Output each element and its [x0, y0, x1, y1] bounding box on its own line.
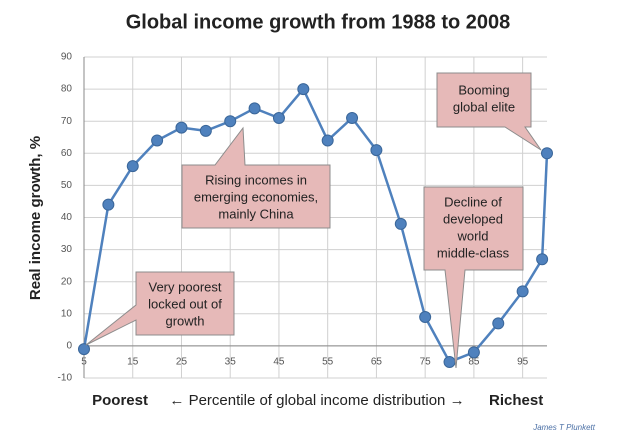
annotation: world [456, 228, 488, 243]
x-tick-label: 15 [127, 357, 139, 368]
x-tick-label: 45 [273, 357, 285, 368]
data-point [78, 343, 90, 356]
y-tick-label: 90 [61, 52, 73, 63]
callout [423, 186, 524, 369]
data-point [199, 124, 212, 137]
chart-title: Global income growth from 1988 to 2008 [126, 11, 511, 33]
x-tick-label: 25 [176, 357, 188, 368]
data-point [126, 160, 139, 173]
data-point [175, 121, 188, 134]
x-tick-label: 75 [420, 357, 432, 368]
data-point [248, 102, 261, 115]
annotation: Very poorest [149, 279, 222, 294]
y-tick-label: -10 [58, 373, 73, 384]
annotation: growth [165, 313, 204, 328]
x-axis-label: ← Percentile of global income distributi… [169, 392, 464, 409]
annotation: developed [443, 211, 503, 226]
y-tick-label: 60 [61, 148, 73, 159]
data-point [541, 147, 553, 160]
x-tick-label: 35 [225, 357, 237, 368]
y-tick-label: 70 [61, 116, 73, 127]
data-point [536, 253, 549, 266]
annotation: emerging economies, [194, 189, 318, 204]
y-tick-label: 30 [61, 244, 73, 255]
callout [181, 126, 331, 229]
credit: James T Plunkett [532, 423, 596, 432]
x-tick-label: 55 [322, 357, 334, 368]
data-point [224, 115, 237, 128]
y-tick-label: 0 [66, 341, 72, 352]
data-point [516, 285, 529, 298]
annotation: mainly China [218, 206, 294, 221]
annotation: locked out of [148, 296, 222, 311]
data-point [370, 144, 383, 157]
y-tick-label: 50 [61, 180, 73, 191]
data-point [419, 311, 432, 324]
y-tick-label: 20 [61, 276, 73, 287]
annotation: Booming [458, 82, 509, 97]
annotation: Rising incomes in [205, 172, 307, 187]
data-point [346, 111, 359, 124]
data-point [272, 111, 285, 124]
y-axis-label: Real income growth, % [27, 136, 44, 300]
data-point [394, 217, 407, 230]
data-point [443, 355, 456, 368]
data-point [321, 134, 334, 147]
annotation: middle-class [437, 245, 510, 260]
y-tick-label: 80 [61, 84, 73, 95]
y-tick-label: 10 [61, 308, 73, 319]
annotation: global elite [453, 99, 515, 114]
annotation: Decline of [444, 194, 502, 209]
data-point [151, 134, 164, 147]
callout [85, 271, 235, 346]
data-point [297, 83, 310, 96]
x-tick-label: 85 [468, 357, 480, 368]
y-tick-label: 40 [61, 212, 73, 223]
x-tick-label: 95 [517, 357, 529, 368]
x-axis-label-left: Poorest [92, 392, 148, 409]
x-axis-label-right: Richest [489, 392, 543, 409]
data-point [102, 198, 115, 211]
x-tick-label: 65 [371, 357, 383, 368]
data-point [467, 346, 480, 359]
callout [436, 72, 542, 151]
data-point [492, 317, 505, 330]
